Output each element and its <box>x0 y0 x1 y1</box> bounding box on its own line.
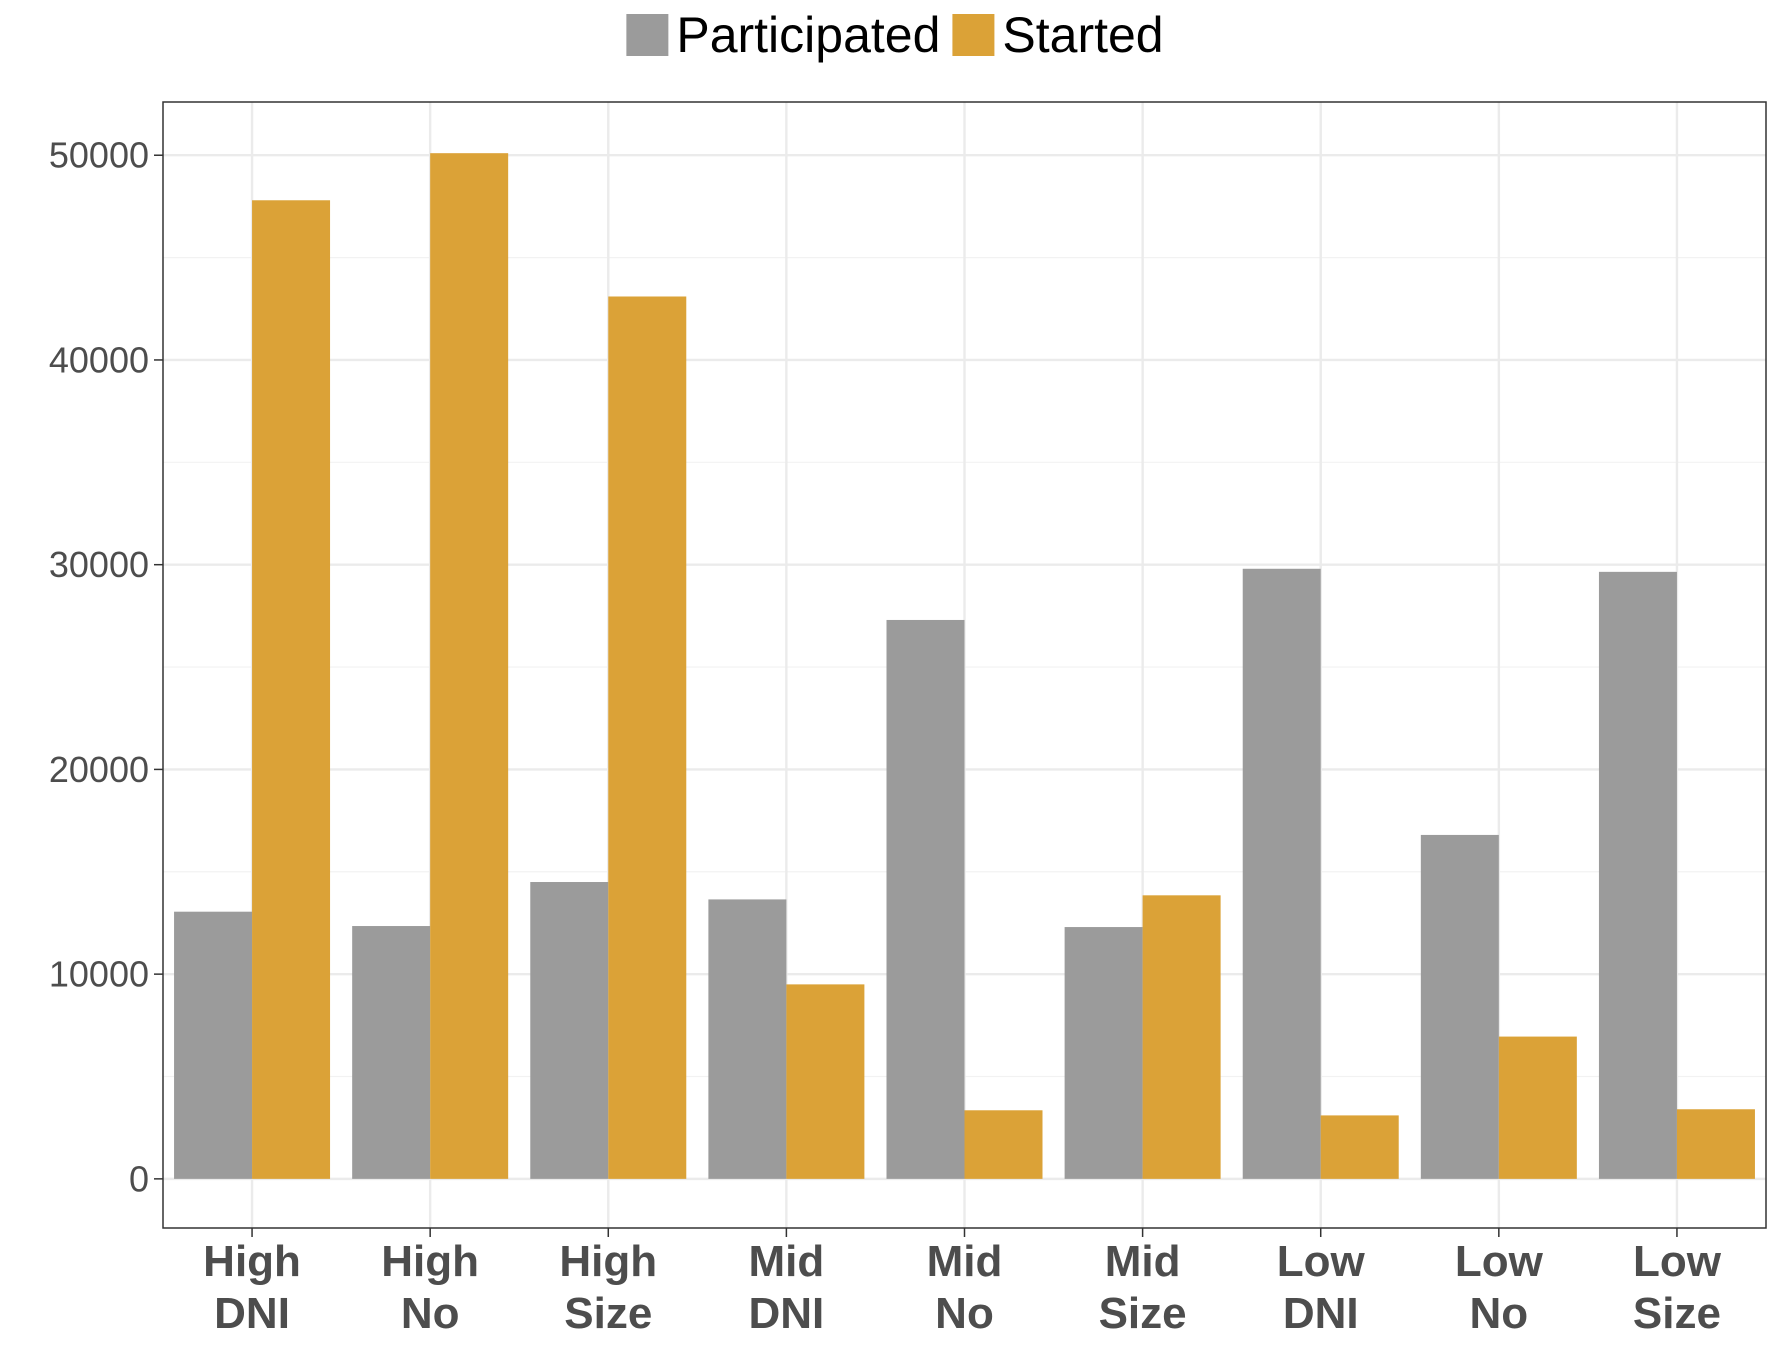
bar-started-6 <box>1320 1115 1399 1179</box>
y-tick-label: 10000 <box>49 954 149 995</box>
bar-participated-8 <box>1598 571 1677 1179</box>
y-tick-label: 20000 <box>49 749 149 790</box>
y-tick-label: 40000 <box>49 339 149 380</box>
y-tick-label: 50000 <box>49 135 149 176</box>
bar-started-1 <box>430 153 509 1179</box>
x-axis: HighDNIHighNoHighSizeMidDNIMidNoMidSizeL… <box>203 1228 1722 1338</box>
bar-started-7 <box>1498 1036 1577 1179</box>
bar-started-3 <box>786 984 865 1179</box>
bar-participated-1 <box>352 926 431 1179</box>
bar-started-0 <box>252 200 331 1179</box>
x-tick-label: Mid <box>749 1237 825 1286</box>
x-tick-label: No <box>401 1289 460 1338</box>
x-tick-label: DNI <box>748 1289 824 1338</box>
x-tick-label: Size <box>1633 1289 1721 1338</box>
x-tick-label: Low <box>1277 1237 1366 1286</box>
bar-started-8 <box>1676 1109 1755 1179</box>
x-tick-label: High <box>381 1237 479 1286</box>
x-tick-label: Size <box>1099 1289 1187 1338</box>
x-tick-label: No <box>935 1289 994 1338</box>
x-tick-label: Mid <box>927 1237 1003 1286</box>
bar-participated-7 <box>1420 834 1499 1179</box>
y-tick-label: 0 <box>129 1158 149 1199</box>
bar-participated-4 <box>886 619 965 1179</box>
bar-participated-6 <box>1242 568 1321 1179</box>
bar-participated-5 <box>1064 927 1143 1179</box>
bar-started-2 <box>608 296 687 1179</box>
legend: Participated Started <box>626 7 1164 63</box>
x-tick-label: High <box>559 1237 657 1286</box>
x-tick-label: High <box>203 1237 301 1286</box>
legend-swatch-started <box>952 14 995 56</box>
bar-participated-3 <box>708 899 787 1179</box>
x-tick-label: Mid <box>1105 1237 1181 1286</box>
bar-participated-2 <box>530 882 609 1179</box>
bars <box>174 153 1755 1179</box>
x-tick-label: DNI <box>1283 1289 1359 1338</box>
bar-started-5 <box>1142 895 1221 1179</box>
bar-started-4 <box>964 1110 1043 1179</box>
x-tick-label: DNI <box>214 1289 290 1338</box>
x-tick-label: No <box>1470 1289 1529 1338</box>
bar-participated-0 <box>174 911 253 1179</box>
legend-label-started: Started <box>1002 7 1163 63</box>
y-tick-label: 30000 <box>49 544 149 585</box>
x-tick-label: Size <box>564 1289 652 1338</box>
x-tick-label: Low <box>1455 1237 1544 1286</box>
y-axis: 0 10000 20000 30000 40000 50000 <box>49 135 163 1199</box>
legend-swatch-participated <box>626 14 669 56</box>
legend-label-participated: Participated <box>676 7 940 63</box>
x-tick-label: Low <box>1633 1237 1722 1286</box>
